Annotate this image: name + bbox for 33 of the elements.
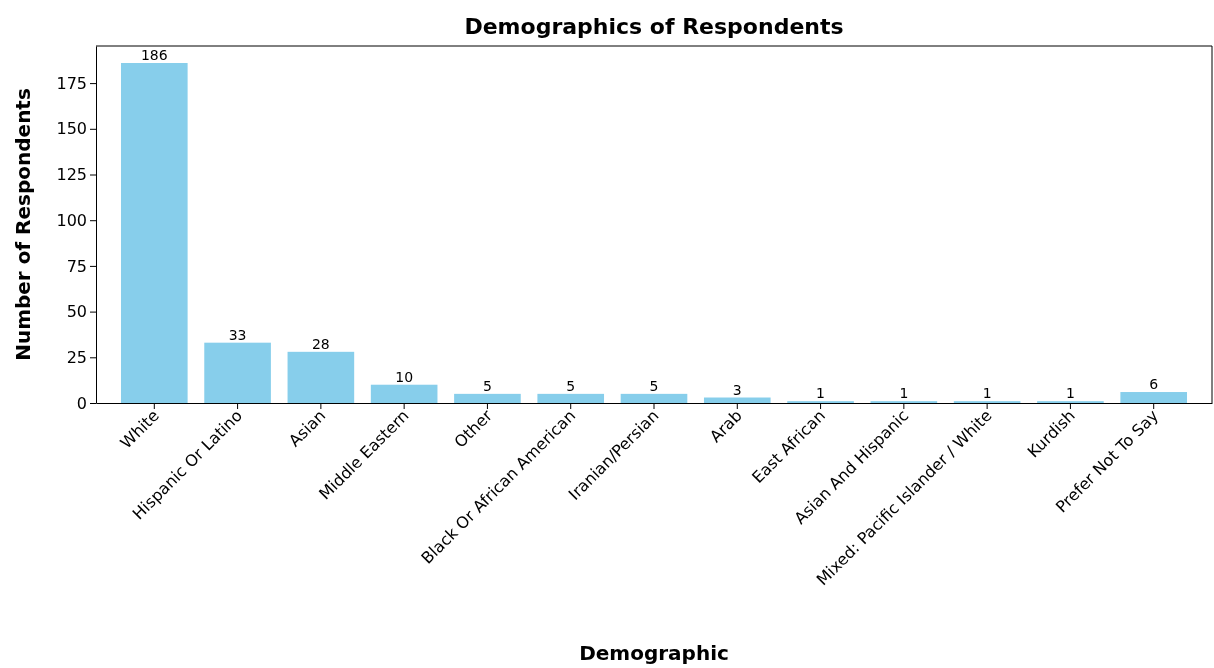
chart-title: Demographics of Respondents [464,14,844,39]
y-tick-label: 0 [76,393,87,413]
data-label: 5 [566,377,576,394]
data-label: 186 [140,47,168,63]
y-tick-label: 100 [56,210,87,230]
y-tick-label: 175 [56,73,87,93]
data-label: 1 [982,385,992,402]
bar [370,384,438,403]
bar [703,397,771,403]
bar [1120,392,1188,403]
y-axis-title: Number of Respondents [11,88,35,361]
bar [620,393,688,403]
y-tick-label: 50 [66,302,87,322]
bar [204,342,271,403]
y-tick-label: 150 [56,119,87,139]
data-label: 1 [899,385,909,402]
bar [120,63,188,403]
data-label: 1 [816,385,826,402]
data-label: 5 [482,377,492,394]
data-label: 33 [228,326,247,343]
y-tick-label: 125 [56,165,87,185]
bar [287,351,355,403]
x-axis-title: Demographic [579,641,729,665]
data-label: 10 [395,368,414,385]
y-tick-label: 25 [66,347,87,367]
data-label: 6 [1149,376,1159,393]
bar [537,393,605,403]
data-label: 3 [732,381,742,398]
data-label: 28 [311,335,330,352]
data-label: 1 [1065,385,1075,402]
data-label: 5 [649,377,659,394]
bar [454,393,521,403]
y-tick-label: 75 [66,256,87,276]
